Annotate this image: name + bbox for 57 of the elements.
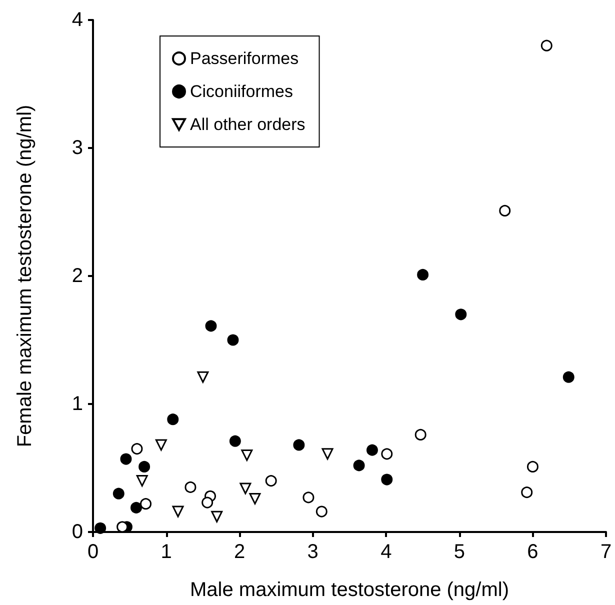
y-tick-label: 2 bbox=[72, 265, 83, 287]
point bbox=[227, 334, 239, 346]
point bbox=[265, 475, 277, 487]
point bbox=[172, 506, 184, 518]
x-tick-label: 6 bbox=[527, 541, 538, 563]
x-axis-title: Male maximum testosterone (ng/ml) bbox=[190, 579, 509, 601]
point bbox=[302, 492, 314, 504]
point bbox=[155, 439, 167, 451]
point bbox=[414, 428, 426, 440]
point bbox=[249, 492, 261, 504]
point bbox=[202, 496, 214, 508]
y-tick-label: 1 bbox=[72, 393, 83, 415]
point bbox=[116, 521, 128, 533]
x-tick-label: 4 bbox=[380, 541, 392, 563]
point bbox=[94, 522, 106, 534]
point bbox=[293, 439, 305, 451]
point bbox=[353, 460, 365, 472]
point bbox=[316, 506, 328, 518]
point bbox=[241, 449, 253, 461]
point bbox=[366, 444, 378, 456]
legend-label: Ciconiiformes bbox=[190, 82, 293, 101]
point bbox=[205, 320, 217, 332]
point bbox=[130, 502, 142, 514]
y-tick-label: 0 bbox=[72, 521, 83, 543]
x-tick-label: 3 bbox=[307, 541, 318, 563]
point bbox=[417, 268, 429, 280]
point bbox=[140, 498, 152, 510]
point bbox=[167, 414, 179, 426]
point bbox=[229, 435, 241, 447]
x-tick-label: 5 bbox=[454, 541, 465, 563]
x-tick-label: 1 bbox=[160, 541, 172, 563]
point bbox=[526, 460, 538, 472]
point bbox=[184, 481, 196, 493]
y-tick-label: 4 bbox=[72, 9, 83, 31]
point bbox=[112, 488, 124, 500]
y-axis-title: Female maximum testosterone (ng/ml) bbox=[14, 104, 36, 448]
point bbox=[540, 40, 552, 52]
x-tick-label: 7 bbox=[600, 541, 612, 563]
point bbox=[197, 371, 209, 383]
point bbox=[521, 486, 533, 498]
point bbox=[499, 204, 511, 216]
point bbox=[455, 308, 467, 320]
point bbox=[211, 510, 223, 522]
point bbox=[136, 475, 148, 487]
point bbox=[131, 443, 143, 455]
point bbox=[381, 474, 393, 486]
y-tick-label: 3 bbox=[72, 137, 83, 159]
legend-label: All other orders bbox=[190, 115, 306, 134]
point bbox=[322, 448, 334, 460]
point bbox=[120, 453, 132, 465]
point bbox=[562, 371, 574, 383]
point bbox=[138, 460, 150, 472]
point bbox=[381, 448, 393, 460]
x-tick-label: 2 bbox=[234, 541, 246, 563]
legend-label: Passeriformes bbox=[190, 49, 299, 68]
point bbox=[240, 482, 252, 494]
x-tick-label: 0 bbox=[87, 541, 99, 563]
